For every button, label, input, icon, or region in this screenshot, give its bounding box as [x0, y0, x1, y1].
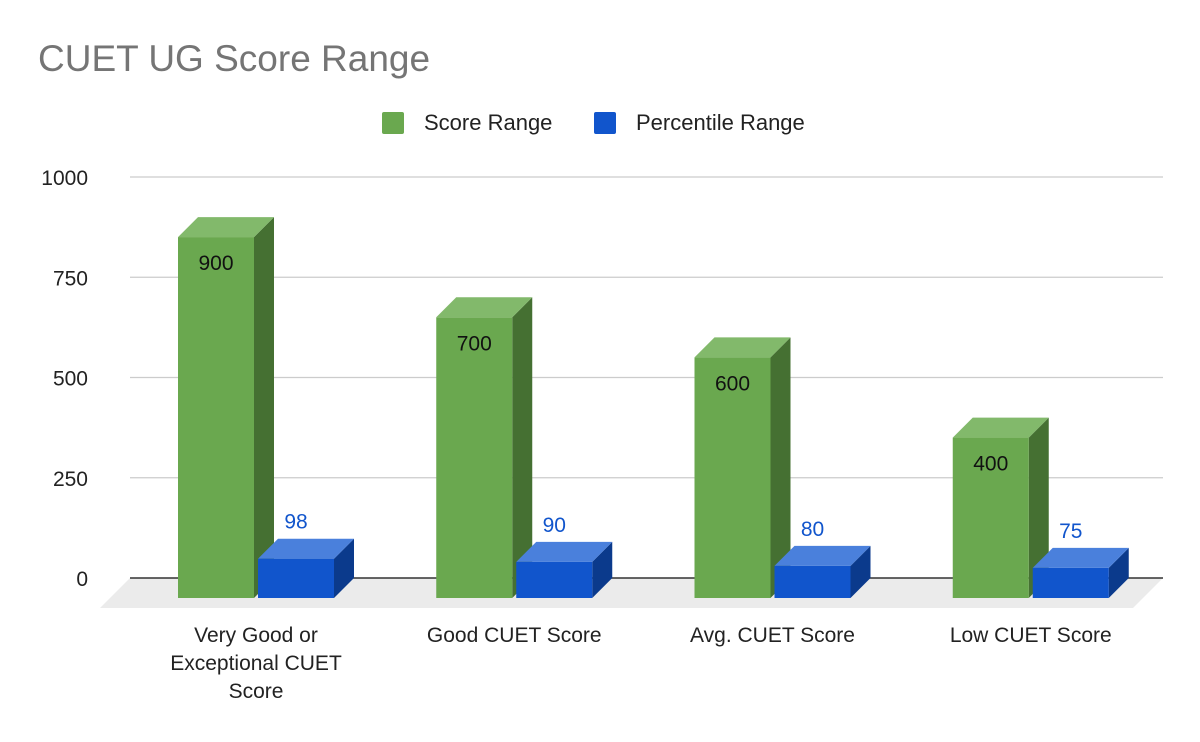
data-label: 98 [284, 511, 307, 534]
bar [1032, 567, 1109, 598]
x-tick-label: Very Good or [194, 624, 318, 647]
legend-swatch-percentile-range [594, 112, 616, 134]
bar-side [592, 541, 613, 598]
legend-item-score-range[interactable]: Score Range [382, 110, 552, 136]
bar [774, 565, 851, 598]
bar [178, 237, 254, 598]
x-tick-label: Avg. CUET Score [690, 624, 855, 647]
bar-side [850, 545, 871, 598]
data-label: 900 [198, 252, 233, 275]
bar-side [334, 538, 354, 598]
y-tick-label: 250 [53, 468, 88, 491]
bar-top [952, 417, 1049, 438]
bar-top [694, 337, 791, 358]
bar [516, 561, 593, 598]
y-tick-label: 1000 [41, 167, 88, 190]
legend-swatch-score-range [382, 112, 404, 134]
bar-top [436, 297, 533, 318]
bar-side [1028, 417, 1049, 598]
y-tick-label: 500 [53, 368, 88, 391]
bar [258, 558, 334, 598]
bar-top [258, 538, 354, 559]
bar-top [516, 541, 613, 562]
bar [952, 437, 1029, 598]
data-label: 400 [973, 453, 1008, 476]
bar-side [512, 297, 533, 598]
data-label: 600 [715, 372, 750, 395]
data-label: 700 [457, 332, 492, 355]
data-label: 80 [801, 518, 824, 541]
data-label: 75 [1059, 520, 1082, 543]
bar-top [774, 545, 871, 566]
x-tick-label: Score [229, 680, 284, 703]
bar-top [1032, 547, 1129, 568]
x-tick-label: Exceptional CUET [170, 652, 342, 675]
legend: Score Range Percentile Range [0, 110, 1200, 140]
bar [436, 317, 513, 598]
bar-top [178, 217, 274, 238]
y-tick-label: 0 [76, 568, 88, 591]
chart-title: CUET UG Score Range [38, 38, 431, 79]
bar-side [770, 337, 791, 598]
bar-side [1108, 547, 1129, 598]
bar-side [254, 217, 274, 598]
bar [694, 357, 771, 598]
legend-item-percentile-range[interactable]: Percentile Range [594, 110, 805, 136]
legend-label-percentile-range: Percentile Range [636, 110, 805, 135]
x-tick-label: Good CUET Score [427, 624, 602, 647]
x-tick-label: Low CUET Score [950, 624, 1112, 647]
y-tick-label: 750 [53, 267, 88, 290]
chart-floor [100, 578, 1163, 608]
legend-label-score-range: Score Range [424, 110, 553, 135]
data-label: 90 [543, 514, 566, 537]
